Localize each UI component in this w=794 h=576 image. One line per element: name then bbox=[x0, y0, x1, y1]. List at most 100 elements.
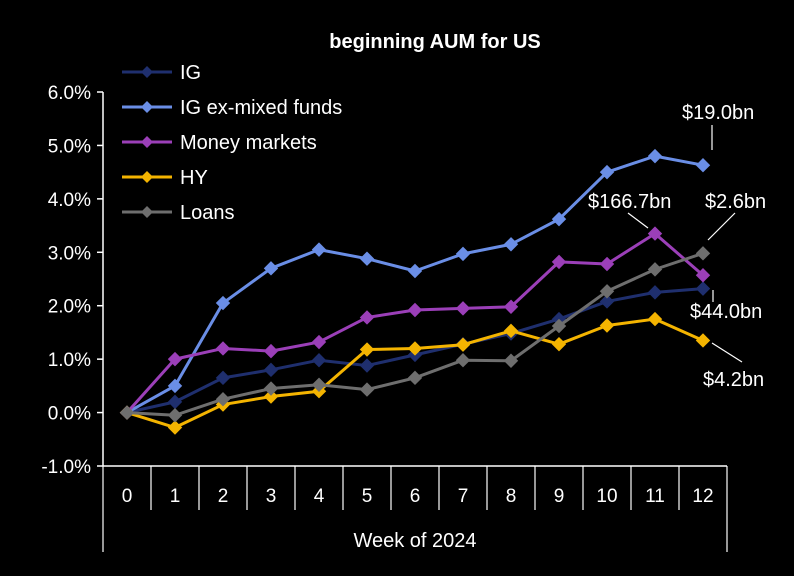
data-point bbox=[359, 342, 375, 357]
y-tick-label: 5.0% bbox=[48, 136, 91, 157]
x-tick-label: 5 bbox=[362, 486, 373, 507]
x-tick-label: 6 bbox=[410, 486, 421, 507]
x-axis-label: Week of 2024 bbox=[353, 530, 476, 552]
data-point bbox=[167, 394, 183, 410]
annotation-leader bbox=[707, 212, 736, 241]
annotation-leader bbox=[711, 342, 743, 363]
data-point bbox=[695, 281, 711, 296]
data-point bbox=[311, 377, 327, 392]
legend-entry: Loans bbox=[122, 202, 235, 224]
data-point bbox=[311, 353, 327, 368]
data-point bbox=[311, 334, 327, 350]
data-point bbox=[359, 382, 375, 397]
data-point bbox=[311, 242, 327, 257]
data-point bbox=[359, 358, 375, 373]
legend: IG IG ex-mixed funds Money markets HY Loans bbox=[122, 62, 342, 224]
y-tick-label: 1.0% bbox=[48, 350, 91, 371]
data-point bbox=[503, 353, 519, 368]
legend-label: IG ex-mixed funds bbox=[180, 97, 342, 119]
data-point bbox=[599, 294, 615, 309]
x-tick-label: 8 bbox=[506, 486, 517, 507]
x-tick-label: 9 bbox=[554, 486, 565, 507]
legend-swatch-marker bbox=[141, 101, 153, 113]
data-point bbox=[551, 318, 567, 334]
data-point bbox=[551, 211, 567, 227]
data-point bbox=[455, 301, 471, 316]
data-point bbox=[215, 341, 231, 356]
data-point bbox=[407, 341, 423, 356]
data-point bbox=[647, 148, 663, 164]
data-point bbox=[263, 362, 279, 378]
legend-label: HY bbox=[180, 167, 208, 189]
x-tick-label: 2 bbox=[218, 486, 229, 507]
data-point bbox=[119, 405, 135, 420]
data-point bbox=[167, 420, 183, 435]
data-point bbox=[215, 295, 231, 311]
y-tick-label: 4.0% bbox=[48, 190, 91, 211]
x-tick-label: 11 bbox=[645, 486, 665, 507]
legend-swatch-marker bbox=[141, 206, 153, 218]
data-point bbox=[167, 408, 183, 423]
x-tick-label: 0 bbox=[122, 486, 133, 507]
data-point bbox=[167, 378, 183, 394]
data-point bbox=[455, 353, 471, 368]
y-tick-label: 0.0% bbox=[48, 404, 91, 425]
x-tick-label: 10 bbox=[596, 486, 617, 507]
data-point bbox=[551, 254, 567, 270]
annotation: $166.7bn bbox=[588, 191, 671, 229]
legend-entry: IG ex-mixed funds bbox=[122, 97, 342, 119]
annotation-leader bbox=[627, 212, 649, 229]
data-point bbox=[455, 337, 471, 352]
x-tick-label: 1 bbox=[170, 486, 181, 507]
annotation: $2.6bn bbox=[705, 191, 766, 241]
x-tick-label: 4 bbox=[314, 486, 325, 507]
y-tick-label: 6.0% bbox=[48, 83, 91, 104]
legend-label: Loans bbox=[180, 202, 235, 224]
data-point bbox=[599, 256, 615, 272]
data-point bbox=[647, 262, 663, 277]
data-point bbox=[695, 246, 711, 261]
annotation-label: $2.6bn bbox=[705, 191, 766, 213]
data-point bbox=[599, 318, 615, 333]
data-point bbox=[407, 370, 423, 386]
data-point bbox=[359, 310, 375, 325]
y-tick-label: 3.0% bbox=[48, 243, 91, 264]
data-point bbox=[215, 392, 231, 407]
legend-entry: Money markets bbox=[122, 132, 317, 154]
legend-swatch-marker bbox=[141, 66, 153, 78]
series-layer bbox=[119, 148, 711, 435]
series-money-markets bbox=[119, 226, 711, 420]
data-point bbox=[647, 226, 663, 241]
y-tick-label: -1.0% bbox=[41, 457, 91, 478]
chart-title: beginning AUM for US bbox=[329, 31, 540, 53]
data-point bbox=[503, 323, 519, 339]
data-point bbox=[647, 311, 663, 327]
data-point bbox=[599, 284, 615, 299]
legend-swatch-marker bbox=[141, 171, 153, 183]
annotation-label: $19.0bn bbox=[682, 102, 754, 124]
legend-swatch-marker bbox=[141, 136, 153, 148]
y-tick-label: 2.0% bbox=[48, 297, 91, 318]
series-loans bbox=[119, 246, 711, 423]
data-point bbox=[455, 246, 471, 262]
data-point bbox=[263, 381, 279, 396]
data-point bbox=[263, 261, 279, 276]
data-point bbox=[695, 157, 711, 173]
axes: -1.0%0.0%1.0%2.0%3.0%4.0%5.0%6.0%0 1 2 3 4 5 6… bbox=[41, 83, 728, 552]
data-point bbox=[263, 389, 279, 404]
annotation-label: $4.2bn bbox=[703, 369, 764, 391]
legend-entry: IG bbox=[122, 62, 201, 84]
data-point bbox=[599, 164, 615, 180]
annotation: $4.2bn bbox=[703, 342, 764, 391]
legend-entry: HY bbox=[122, 167, 208, 189]
data-point bbox=[215, 370, 231, 386]
annotation-label: $166.7bn bbox=[588, 191, 671, 213]
annotation: $19.0bn bbox=[682, 102, 754, 150]
data-point bbox=[263, 343, 279, 359]
series-ig-ex-mixed-funds bbox=[119, 148, 711, 420]
data-point bbox=[695, 268, 711, 283]
annotations: $19.0bn $166.7bn $2.6bn $44.0bn $4.2bn bbox=[588, 102, 766, 391]
data-point bbox=[407, 302, 423, 318]
data-point bbox=[503, 237, 519, 252]
